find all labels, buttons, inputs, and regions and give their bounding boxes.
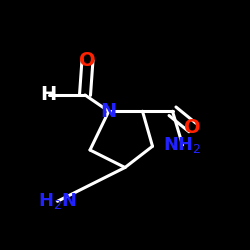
Text: N: N (100, 102, 117, 121)
Text: H: H (40, 86, 57, 104)
Text: O: O (184, 118, 201, 137)
Text: O: O (79, 50, 96, 70)
Text: NH$_2$: NH$_2$ (163, 135, 202, 155)
Text: H$_2$N: H$_2$N (38, 191, 77, 211)
